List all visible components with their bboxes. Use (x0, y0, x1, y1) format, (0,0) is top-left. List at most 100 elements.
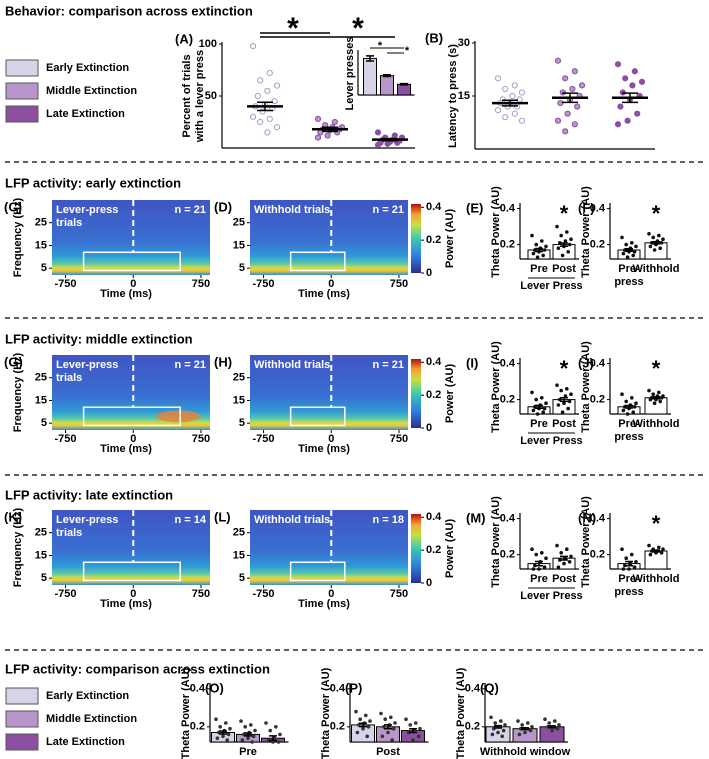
data-point (557, 723, 561, 727)
x-tick-label: Pre- (618, 418, 640, 430)
y-axis-label: Theta Power (AU) (180, 667, 192, 759)
data-point (554, 57, 562, 64)
y-tick-label: 0.2 (500, 394, 515, 406)
y-tick-label: 5 (41, 572, 47, 584)
heatmap (250, 200, 408, 275)
heatmap-n: n = 21 (175, 204, 207, 216)
data-point (569, 85, 576, 93)
data-point (563, 394, 568, 398)
data-point (631, 253, 635, 258)
x-tick-label: 0 (328, 588, 334, 600)
data-point (520, 723, 524, 727)
data-point (254, 92, 261, 100)
legend-swatch (5, 733, 39, 751)
legend-swatch (5, 687, 39, 705)
x-axis-label: Pre (239, 746, 257, 758)
data-point (659, 241, 664, 245)
error-bar (269, 735, 277, 742)
data-point (632, 250, 637, 254)
bar (380, 75, 394, 96)
colorbar-label: Power (AU) (444, 209, 456, 269)
data-point (647, 388, 651, 393)
data-point (214, 717, 218, 721)
error-bar (494, 724, 502, 729)
legend-label: Early Extinction (46, 690, 129, 702)
error-bar (535, 560, 543, 567)
data-point (565, 230, 569, 234)
panel-label: (G) (4, 354, 23, 369)
data-point (389, 715, 393, 720)
data-point (569, 237, 573, 241)
data-point (571, 121, 578, 128)
heatmap-title: Withhold trials (254, 514, 330, 526)
data-point (257, 77, 264, 84)
x-tick-label: Withhold (633, 573, 680, 585)
x-tick-label: 0 (328, 433, 334, 445)
data-point (540, 551, 544, 555)
data-point (556, 403, 561, 407)
x-tick-label: Pre- (618, 573, 640, 585)
data-point (657, 390, 661, 395)
x-axis-label: Time (ms) (298, 598, 350, 610)
data-point (540, 239, 544, 243)
data-point (249, 113, 257, 120)
data-point (541, 410, 545, 415)
panel-label: (B) (425, 30, 443, 45)
y-tick-label: 30 (458, 37, 470, 49)
data-point (659, 396, 664, 400)
data-point (273, 124, 281, 131)
data-point (562, 75, 569, 82)
data-point (251, 734, 256, 739)
x-tick-label: Post (552, 573, 576, 585)
legend-swatch (5, 710, 39, 728)
data-point (624, 242, 628, 247)
data-point (560, 410, 565, 415)
data-point (558, 558, 562, 562)
y-tick-label: 0.2 (590, 549, 605, 561)
data-point (648, 397, 653, 402)
data-point (331, 118, 338, 126)
panel-label: (F) (578, 200, 595, 215)
error-bar (560, 242, 568, 247)
significance-star: * (560, 356, 569, 381)
y-tick-label: 15 (458, 90, 470, 102)
y-tick-label: 5 (239, 262, 245, 274)
x-tick-label: Post (552, 263, 576, 275)
data-point (638, 78, 646, 85)
y-axis-label: with a lever press (194, 50, 206, 143)
error-bar (625, 560, 633, 567)
data-point (411, 738, 415, 742)
data-point (578, 82, 586, 89)
error-bar (219, 730, 227, 735)
data-point (555, 224, 559, 229)
window-box (289, 251, 346, 272)
window-box (82, 251, 181, 272)
bar (397, 83, 411, 96)
data-point (407, 730, 411, 735)
data-point (648, 244, 653, 249)
data-point (243, 725, 247, 729)
section-title: Behavior: comparison across extinction (5, 3, 253, 18)
data-point (502, 114, 509, 121)
data-point (621, 408, 626, 413)
data-point (518, 117, 526, 124)
significance-star: * (405, 45, 410, 57)
colorbar-tick-label: 0.2 (426, 234, 441, 246)
window-box (82, 561, 181, 582)
colorbar-label: Power (AU) (444, 519, 456, 579)
data-point (531, 567, 536, 571)
error-bar (521, 727, 529, 731)
colorbar-tick-label: 0 (426, 422, 432, 434)
x-axis-label: Withhold window (480, 746, 571, 758)
window-box (82, 406, 181, 427)
panel-label: (E) (466, 200, 483, 215)
data-point (571, 68, 578, 75)
x-tick-label: 750 (192, 433, 210, 445)
data-point (361, 726, 365, 731)
error-bar (384, 724, 392, 730)
y-axis-label: Theta Power (AU) (580, 341, 592, 433)
data-point (225, 738, 229, 742)
y-tick-label: 15 (35, 394, 47, 406)
panel-label: (C) (4, 199, 22, 214)
